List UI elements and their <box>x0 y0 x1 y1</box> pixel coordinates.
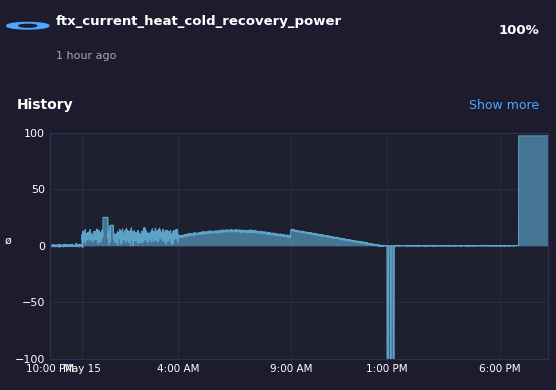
Text: 1 hour ago: 1 hour ago <box>56 51 116 61</box>
Circle shape <box>19 24 37 27</box>
Text: 100%: 100% <box>499 23 539 37</box>
Text: Show more: Show more <box>469 99 539 112</box>
Circle shape <box>7 23 49 29</box>
Text: ftx_current_heat_cold_recovery_power: ftx_current_heat_cold_recovery_power <box>56 15 342 28</box>
Y-axis label: ø: ø <box>4 236 11 246</box>
Text: History: History <box>17 98 73 112</box>
